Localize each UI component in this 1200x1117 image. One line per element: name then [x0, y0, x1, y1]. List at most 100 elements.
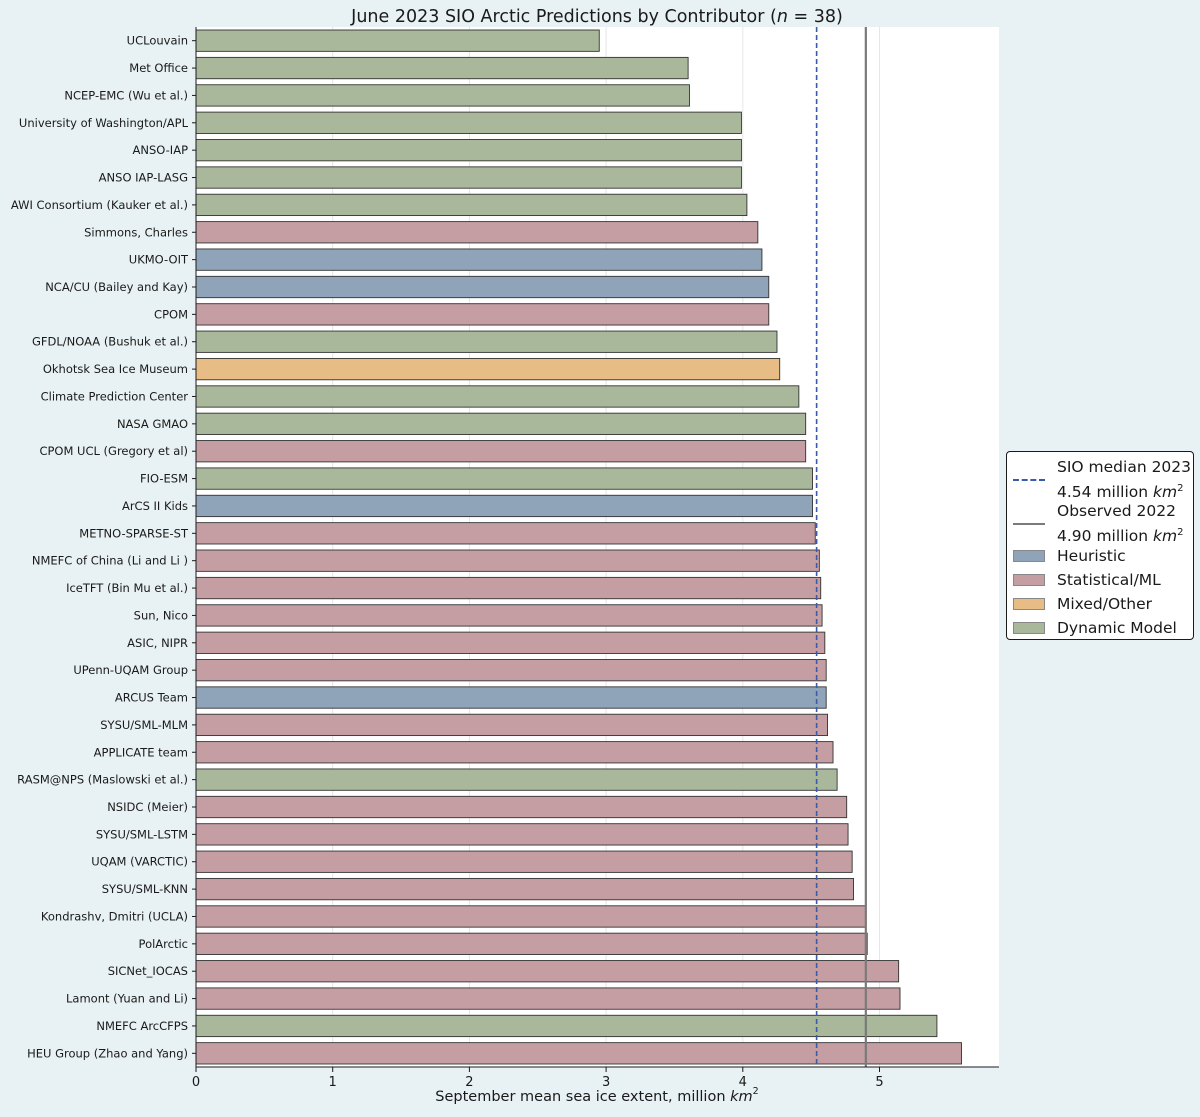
bar-uqam-varctic: [195, 850, 853, 873]
bar-sun-nico: [195, 604, 823, 627]
bar-rasm-nps-maslowski-et-al: [195, 768, 838, 791]
y-tick-label-awi-consortium-kauker-et-al: AWI Consortium (Kauker et al.): [11, 198, 188, 212]
bar-fio-esm: [195, 467, 813, 490]
bar-cpom: [195, 303, 770, 326]
y-tick-label-cpom-ucl-gregory-et-al: CPOM UCL (Gregory et al): [39, 444, 188, 458]
legend-median-unit: km: [1153, 483, 1178, 502]
legend-swatch-mixed: [1013, 598, 1045, 610]
x-tick-label-1: 1: [329, 1075, 337, 1090]
y-tick-label-lamont-yuan-and-li: Lamont (Yuan and Li): [66, 992, 188, 1006]
legend-swatch-heuristic: [1013, 550, 1045, 562]
legend-observed-unit: km: [1153, 527, 1178, 546]
x-axis-label: September mean sea ice extent, million k…: [435, 1086, 758, 1105]
bar-nca-cu-bailey-and-kay: [195, 275, 770, 299]
chart-title-text: June 2023 SIO Arctic Predictions by Cont…: [350, 7, 765, 27]
y-tick-label-anso-iap-lasg: ANSO IAP-LASG: [99, 171, 188, 185]
y-tick-label-met-office: Met Office: [129, 61, 188, 75]
bar-applicate-team: [195, 741, 834, 764]
legend-label-statistical: Statistical/ML: [1057, 571, 1161, 589]
bar-lamont-yuan-and-li: [195, 987, 901, 1010]
y-tick-label-icetft-bin-mu-et-al: IceTFT (Bin Mu et al.): [66, 581, 188, 595]
y-tick-label-nmefc-of-china-li-and-li: NMEFC of China (Li and Li ): [32, 554, 188, 568]
bar-heu-group-zhao-and-yang: [195, 1042, 962, 1065]
legend-item-mixed: Mixed/Other: [1007, 593, 1193, 615]
y-tick-label-upenn-uqam-group: UPenn-UQAM Group: [73, 663, 188, 677]
legend-item-median: SIO median 2023 4.54 million km2: [1007, 456, 1193, 503]
y-tick-label-sysu-sml-knn: SYSU/SML-KNN: [102, 882, 188, 896]
legend-label-mixed: Mixed/Other: [1057, 595, 1152, 613]
legend-label-median-name: SIO median 2023: [1057, 458, 1192, 476]
bar-metno-sparse-st: [195, 522, 816, 545]
bar-polarctic: [195, 932, 868, 955]
y-tick-label-nasa-gmao: NASA GMAO: [117, 417, 188, 431]
y-tick-label-gfdl-noaa-bushuk-et-al: GFDL/NOAA (Bushuk et al.): [32, 335, 188, 349]
bar-simmons-charles: [195, 221, 759, 244]
x-tick-label-4: 4: [739, 1075, 747, 1090]
y-tick-label-ncep-emc-wu-et-al: NCEP-EMC (Wu et al.): [64, 88, 188, 102]
legend-median-value-text: 4.54 million: [1057, 483, 1149, 502]
chart-title-close: ): [836, 7, 843, 27]
x-ticks: 0 1 2 3 4 5: [192, 1067, 884, 1090]
legend-swatch-median: [1013, 479, 1045, 481]
y-tick-label-arcs-ii-kids: ArCS II Kids: [122, 499, 188, 513]
bar-upenn-uqam-group: [195, 659, 827, 682]
bar-sysu-sml-mlm: [195, 713, 829, 737]
bar-nsidc-meier: [195, 795, 848, 819]
y-tick-label-sysu-sml-mlm: SYSU/SML-MLM: [100, 718, 188, 732]
y-tick-label-arcus-team: ARCUS Team: [115, 691, 188, 705]
y-tick-label-rasm-nps-maslowski-et-al: RASM@NPS (Maslowski et al.): [17, 773, 188, 787]
y-tick-label-fio-esm: FIO-ESM: [140, 472, 188, 486]
bar-kondrashv-dmitri-ucla: [195, 905, 867, 928]
bar-nmefc-of-china-li-and-li: [195, 549, 820, 572]
bar-university-of-washington-apl: [195, 111, 742, 134]
y-tick-label-heu-group-zhao-and-yang: HEU Group (Zhao and Yang): [27, 1046, 188, 1060]
chart-title-n-value: 38: [814, 7, 836, 27]
y-tick-label-climate-prediction-center: Climate Prediction Center: [41, 389, 189, 403]
y-tick-label-metno-sparse-st: METNO-SPARSE-ST: [79, 526, 189, 540]
chart-title: June 2023 SIO Arctic Predictions by Cont…: [350, 7, 843, 27]
y-tick-labels: UCLouvain Met Office NCEP-EMC (Wu et al.) U…: [11, 34, 196, 1060]
y-tick-label-nsidc-meier: NSIDC (Meier): [107, 800, 188, 814]
bar-nasa-gmao: [195, 412, 807, 435]
legend-swatch-dynamic: [1013, 622, 1045, 634]
bar-gfdl-noaa-bushuk-et-al: [195, 330, 778, 353]
y-tick-label-anso-iap: ANSO-IAP: [133, 143, 189, 157]
y-tick-label-nca-cu-bailey-and-kay: NCA/CU (Bailey and Kay): [45, 280, 188, 294]
legend-item-statistical: Statistical/ML: [1007, 569, 1193, 591]
x-tick-label-3: 3: [602, 1075, 610, 1090]
legend-item-observed: Observed 2022 4.90 million km2: [1007, 500, 1193, 546]
bar-anso-iap-lasg: [195, 166, 742, 189]
x-axis-label-unit: km: [730, 1089, 753, 1105]
x-tick-label-2: 2: [465, 1075, 473, 1090]
y-tick-label-okhotsk-sea-ice-museum: Okhotsk Sea Ice Museum: [43, 362, 188, 376]
bar-ukmo-oit: [195, 248, 763, 271]
chart-title-n-symbol: n: [777, 7, 788, 27]
bar-arcus-team: [195, 686, 827, 709]
x-axis-label-exp: 2: [753, 1086, 759, 1097]
y-tick-label-ukmo-oit: UKMO-OIT: [129, 253, 189, 267]
x-tick-label-0: 0: [192, 1075, 200, 1090]
y-tick-label-sun-nico: Sun, Nico: [134, 608, 188, 622]
legend: SIO median 2023 4.54 million km2 Observe…: [1006, 451, 1194, 640]
bar-cpom-ucl-gregory-et-al: [195, 440, 807, 463]
y-tick-label-cpom: CPOM: [154, 307, 188, 321]
bar-nmefc-arccfps: [195, 1014, 938, 1038]
legend-swatch-statistical: [1013, 574, 1045, 586]
legend-label-observed-name: Observed 2022: [1057, 502, 1176, 520]
bar-met-office: [195, 56, 689, 80]
legend-label-median-value: 4.54 million km2: [1057, 478, 1183, 503]
bar-climate-prediction-center: [195, 385, 800, 408]
bar-anso-iap: [195, 139, 742, 162]
y-tick-label-simmons-charles: Simmons, Charles: [84, 225, 188, 239]
y-tick-label-polarctic: PolArctic: [139, 937, 188, 951]
bars: [195, 29, 962, 1065]
legend-median-exp: 2: [1177, 483, 1184, 494]
reference-lines: [815, 27, 867, 1067]
bar-sysu-sml-lstm: [195, 823, 849, 846]
bar-sicnet-iocas: [195, 960, 900, 983]
y-tick-label-applicate-team: APPLICATE team: [94, 745, 188, 759]
legend-label-heuristic: Heuristic: [1057, 547, 1126, 565]
legend-item-heuristic: Heuristic: [1007, 545, 1193, 567]
bar-ncep-emc-wu-et-al: [195, 84, 690, 107]
